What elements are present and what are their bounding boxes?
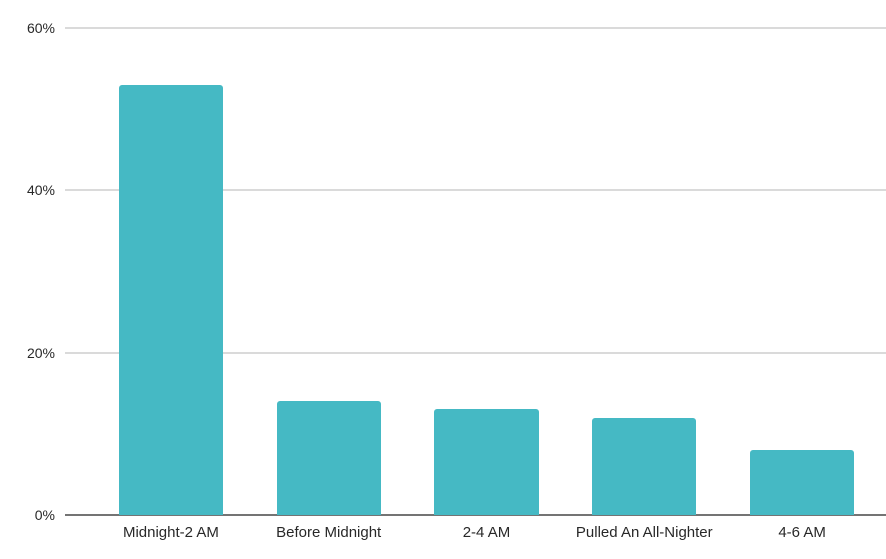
bars-plot-area [92,28,881,515]
bar-4-6-am[interactable] [750,450,855,515]
bar-2-4-am[interactable] [434,409,539,515]
bar-before-midnight[interactable] [276,401,381,515]
bar-slot [92,28,250,515]
gridline-layer [65,27,886,516]
bar-pulled-an-all-nighter[interactable] [592,417,697,515]
bar-slot [565,28,723,515]
y-axis-tick-labels: 0% 20% 40% 60% [0,21,55,522]
y-tick-label: 40% [26,182,55,199]
y-tick-label: 20% [26,344,55,361]
x-tick-label: 2-4 AM [462,524,511,541]
bar-slot [250,28,408,515]
bar-midnight-2-am[interactable] [118,84,223,515]
x-axis-tick-labels: Midnight-2 AM Before Midnight 2-4 AM Pulled… [92,523,881,543]
bar-slot [408,28,566,515]
y-tick-label: 60% [26,20,55,36]
gridline [65,27,886,29]
gridline [65,351,886,354]
y-tick-label: 0% [34,507,55,523]
x-tick-label: Midnight-2 AM [122,524,219,541]
x-axis-baseline [65,514,886,516]
x-tick-label: 4-6 AM [778,524,826,541]
gridline [65,189,886,192]
x-tick-label: Before Midnight [276,524,382,541]
x-tick-label: Pulled An All-Nighter [575,524,713,541]
bar-slot [723,28,881,515]
